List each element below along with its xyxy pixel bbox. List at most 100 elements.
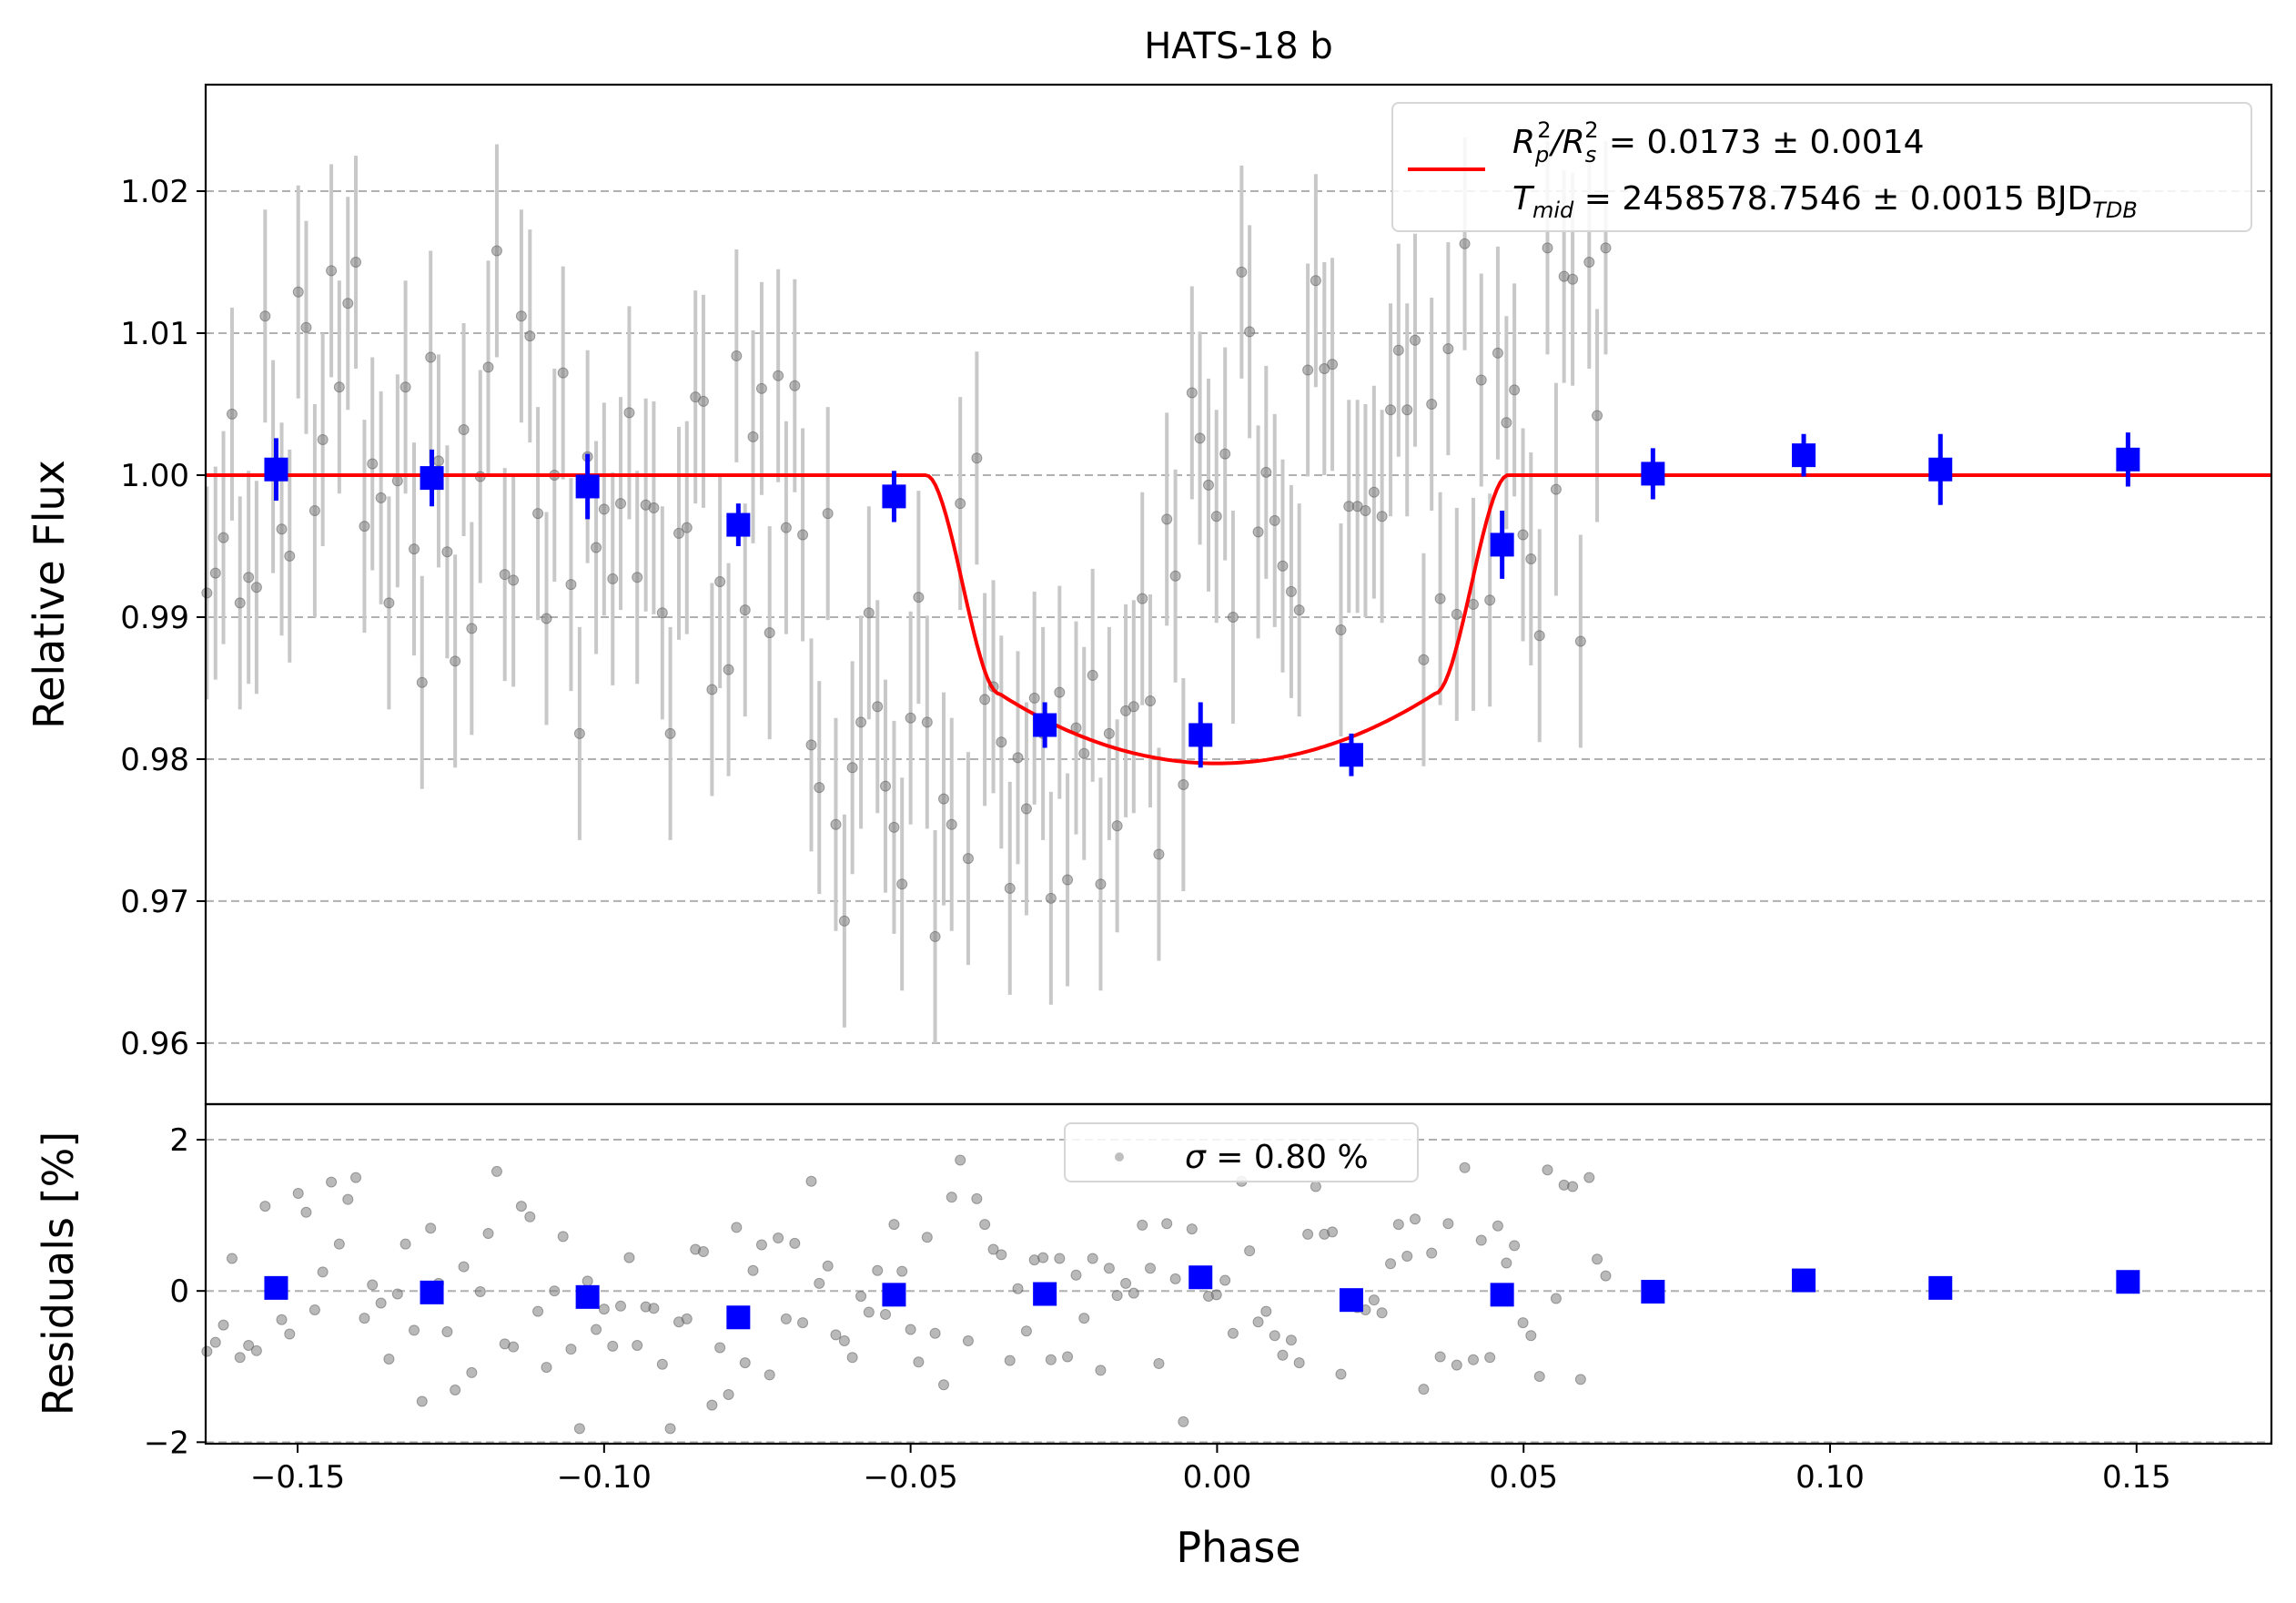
- x-tick-label: 0.05: [1489, 1459, 1558, 1496]
- residual-binned-point: [1792, 1268, 1816, 1293]
- residual-raw-point: [1120, 1277, 1132, 1289]
- residual-raw-point: [789, 1237, 801, 1249]
- raw-point: [648, 502, 660, 513]
- raw-point: [532, 508, 544, 520]
- raw-point: [1194, 432, 1206, 444]
- raw-point: [896, 878, 908, 890]
- residual-legend-box: [1064, 1122, 1419, 1182]
- raw-point: [1236, 266, 1248, 278]
- residual-raw-point: [508, 1341, 520, 1353]
- raw-point: [1467, 598, 1479, 610]
- raw-point: [450, 655, 461, 667]
- raw-point: [1137, 593, 1148, 604]
- residual-raw-point: [1111, 1290, 1123, 1302]
- residual-raw-point: [739, 1357, 751, 1369]
- raw-point: [432, 455, 444, 467]
- residual-raw-point: [1020, 1325, 1032, 1337]
- residual-raw-point: [697, 1245, 709, 1257]
- raw-point: [905, 712, 916, 724]
- binned-point: [420, 466, 444, 491]
- raw-point: [425, 351, 437, 363]
- residual-raw-point: [474, 1286, 486, 1298]
- x-tick-label: 0.00: [1183, 1459, 1252, 1496]
- residual-raw-point: [1070, 1269, 1082, 1281]
- raw-point: [1492, 347, 1503, 359]
- residual-raw-point: [888, 1219, 900, 1231]
- raw-point: [209, 567, 221, 579]
- raw-point: [1202, 479, 1214, 491]
- residual-raw-point: [532, 1305, 544, 1317]
- chart-title: HATS-18 b: [1144, 25, 1333, 67]
- raw-point: [1260, 466, 1272, 478]
- raw-point: [1484, 594, 1496, 606]
- residual-raw-point: [541, 1362, 552, 1374]
- raw-point: [276, 523, 288, 535]
- raw-point: [731, 350, 743, 361]
- main-y-tick-label: 1.01: [120, 316, 189, 352]
- transit-model: [206, 473, 2271, 766]
- raw-point: [1004, 882, 1016, 894]
- binned-point: [1188, 723, 1213, 747]
- residual-raw-point: [1401, 1250, 1413, 1262]
- residual-y-tick-label: −2: [144, 1425, 189, 1461]
- residual-raw-point: [450, 1385, 461, 1396]
- raw-point: [664, 727, 676, 739]
- residual-raw-point: [905, 1324, 916, 1335]
- residual-binned-point: [575, 1284, 600, 1309]
- raw-point: [814, 782, 825, 794]
- residual-raw-point: [342, 1193, 354, 1205]
- raw-point: [780, 522, 792, 533]
- residual-raw-point: [573, 1423, 585, 1435]
- raw-point: [1054, 686, 1066, 698]
- residual-raw-point: [1475, 1234, 1487, 1246]
- x-axis-label: Phase: [1176, 1523, 1300, 1572]
- residual-raw-point: [1169, 1273, 1181, 1284]
- raw-point: [1592, 410, 1603, 421]
- raw-point: [598, 503, 610, 515]
- raw-point: [217, 532, 229, 543]
- raw-point: [367, 458, 379, 470]
- residual-raw-point: [1426, 1247, 1438, 1259]
- raw-point: [838, 915, 850, 927]
- binned-point: [1490, 533, 1514, 557]
- residual-raw-point: [350, 1172, 362, 1183]
- residual-raw-point: [1277, 1349, 1289, 1361]
- residual-raw-point: [1574, 1374, 1586, 1385]
- residual-raw-point: [201, 1345, 213, 1357]
- residual-raw-point: [1153, 1357, 1165, 1369]
- raw-point: [1186, 387, 1198, 399]
- raw-point: [971, 452, 983, 464]
- raw-point: [292, 286, 304, 298]
- binned-point: [1641, 462, 1665, 486]
- raw-point: [400, 381, 411, 393]
- raw-point: [342, 298, 354, 309]
- raw-point: [1442, 343, 1454, 355]
- residual-raw-point: [946, 1192, 957, 1203]
- residual-raw-point: [731, 1222, 743, 1233]
- residual-y-tick-label: 2: [169, 1122, 189, 1159]
- raw-point: [929, 930, 941, 942]
- residual-raw-point: [780, 1313, 792, 1324]
- residual-raw-point: [1385, 1258, 1397, 1270]
- residual-raw-point: [383, 1353, 395, 1365]
- main-legend-box: [1391, 102, 2252, 232]
- residual-raw-point: [1492, 1220, 1503, 1232]
- residual-raw-point: [1501, 1257, 1512, 1269]
- residual-raw-point: [1145, 1263, 1157, 1274]
- residual-y-tick-label: 0: [169, 1273, 189, 1310]
- residual-raw-point: [632, 1340, 643, 1352]
- raw-point: [1550, 483, 1562, 495]
- legend-sigma-marker: [1115, 1152, 1124, 1162]
- main-y-ticks: 0.96 0.97 0.98 0.99 1.00 1.01 1.02: [120, 174, 206, 1062]
- residual-raw-point: [955, 1154, 966, 1166]
- residual-raw-point: [1037, 1252, 1049, 1263]
- raw-point: [1360, 504, 1371, 516]
- residual-raw-point: [830, 1329, 842, 1341]
- raw-point: [1451, 608, 1462, 620]
- residual-binned-point: [1928, 1275, 1953, 1300]
- residual-binned-point: [882, 1283, 906, 1307]
- residual-raw-point: [1442, 1218, 1454, 1230]
- residual-raw-point: [598, 1304, 610, 1315]
- raw-point: [747, 431, 759, 442]
